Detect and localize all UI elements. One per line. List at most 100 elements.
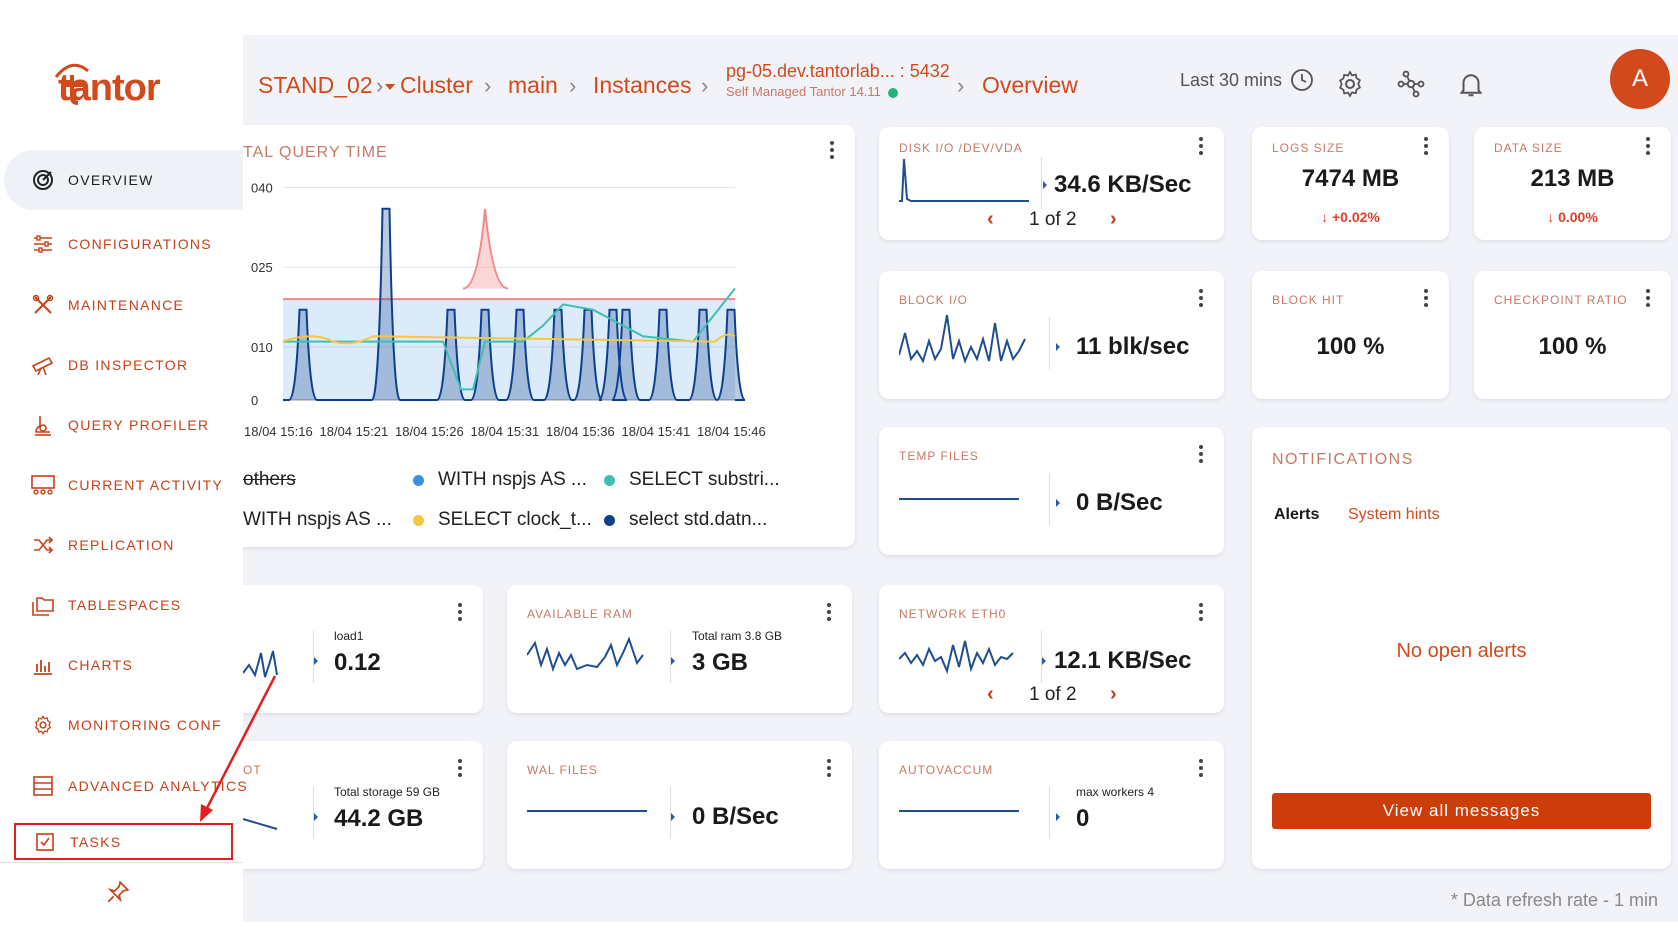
temp-files-sparkline [899,498,1019,500]
sidebar-item-advanced-analytics[interactable]: ADVANCED ANALYTICS [0,758,247,814]
more-options-icon[interactable] [1645,137,1651,157]
more-options-icon[interactable] [457,759,463,779]
sidebar-item-configurations[interactable]: CONFIGURATIONS [0,216,243,272]
clock-icon [1291,69,1313,91]
more-options-icon[interactable] [826,759,832,779]
notifications-panel: NOTIFICATIONS Alerts System hints No ope… [1252,427,1671,869]
sidebar-item-label: TASKS [70,833,122,850]
sidebar-item-tablespaces[interactable]: TABLESPACES [0,577,243,633]
arrow-marker-icon [1043,181,1047,189]
legend-item[interactable]: WITH nspjs AS ... [413,469,587,491]
data-size-card: DATA SIZE 213 MB ↓ 0.00% [1474,127,1671,240]
breadcrumb-overview[interactable]: Overview [982,72,1078,98]
sidebar-item-label: MONITORING CONF [68,717,222,733]
sidebar-item-query-profiler[interactable]: QUERY PROFILER [0,397,243,453]
sidebar-item-label: CHARTS [68,657,134,673]
series-area [463,208,508,289]
breadcrumb-main[interactable]: main [508,72,558,98]
sidebar-item-charts[interactable]: CHARTS [0,637,243,693]
storage-card: OT Total storage 59 GB 44.2 GB [223,741,483,869]
more-options-icon[interactable] [1198,137,1204,157]
next-page-icon[interactable]: › [1110,208,1117,230]
x-tick-label: 18/04 15:41 [622,424,691,439]
breadcrumb-cluster[interactable]: Cluster [400,72,473,98]
more-options-icon[interactable] [1198,603,1204,623]
disk-io-sparkline [899,158,1029,202]
sidebar-item-maintenance[interactable]: MAINTENANCE [0,277,243,333]
stand-label: STAND_02 [258,72,373,98]
arrow-marker-icon [314,813,318,821]
settings-gear-icon[interactable] [1335,69,1365,99]
more-options-icon[interactable] [1423,289,1429,309]
pin-icon[interactable] [105,879,131,905]
breadcrumb-stand[interactable]: STAND_02 [258,72,396,99]
load-card: load1 0.12 [223,585,483,713]
sidebar-item-replication[interactable]: REPLICATION [0,517,243,573]
more-options-icon[interactable] [1645,289,1651,309]
sidebar-item-db-inspector[interactable]: DB INSPECTOR [0,337,243,393]
x-tick-label: 18/04 15:16 [244,424,313,439]
activity-icon [30,472,56,498]
profiler-icon [30,412,56,438]
more-options-icon[interactable] [1198,445,1204,465]
more-options-icon[interactable] [829,141,835,161]
arrow-marker-icon [1056,499,1060,507]
sidebar-item-current-activity[interactable]: CURRENT ACTIVITY [0,457,243,513]
legend-item[interactable]: others [243,469,296,491]
sidebar-item-label: DB INSPECTOR [68,357,189,373]
next-page-icon[interactable]: › [1110,683,1117,705]
more-options-icon[interactable] [1198,289,1204,309]
sidebar-item-label: CONFIGURATIONS [68,236,212,252]
time-range-label: Last 30 mins [1180,69,1283,90]
breadcrumb-instances[interactable]: Instances [593,72,692,98]
sidebar-item-monitoring-conf[interactable]: MONITORING CONF [0,697,243,753]
breadcrumb-host[interactable]: pg-05.dev.tantorlab... : 5432 Self Manag… [726,61,950,99]
avatar[interactable]: A [1610,49,1670,109]
y-tick-label: 010 [251,340,273,355]
arrow-marker-icon [671,813,675,821]
sidebar-item-tasks[interactable]: TASKS [14,823,233,860]
network-sparkline [899,640,1014,675]
sidebar-item-overview[interactable]: OVERVIEW [4,150,243,210]
more-options-icon[interactable] [457,603,463,623]
legend-dot [413,514,424,526]
view-all-messages-button[interactable]: View all messages [1272,793,1651,829]
legend-item[interactable]: WITH nspjs AS ... [243,509,392,531]
tab-alerts[interactable]: Alerts [1274,506,1320,523]
legend-label: SELECT clock_t... [438,509,592,530]
more-options-icon[interactable] [826,603,832,623]
sidebar-item-label: ADVANCED ANALYTICS [68,778,249,794]
legend-label: SELECT substri... [629,469,780,490]
legend-item[interactable]: select std.datn... [604,509,767,531]
host-subtitle: Self Managed Tantor 14.11 [726,84,881,99]
tantor-logo[interactable]: tantor [52,55,178,112]
y-tick-label: 040 [251,181,273,196]
ram-value: 3 GB [692,649,749,676]
more-options-icon[interactable] [1423,137,1429,157]
query-time-chart: 040 025 010 0 18/04 15:16 18/04 15:21 18/04 15… [244,181,766,439]
legend-dot [604,474,615,486]
x-tick-label: 18/04 15:36 [546,424,615,439]
sidebar-item-label: MAINTENANCE [68,297,185,313]
avatar-letter: A [1631,65,1648,92]
tab-system-hints[interactable]: System hints [1348,506,1440,523]
autovacuum-title: AUTOVACCUM [899,763,994,777]
dashboard-area: TAL QUERY TIME 040 025 010 0 18/04 15:16 18/0… [223,125,1678,922]
overview-gauge-icon [30,167,56,193]
prev-page-icon[interactable]: ‹ [987,208,994,230]
series-line [283,207,746,402]
series-line [462,208,509,290]
ram-sparkline [527,636,644,673]
network-title: NETWORK ETH0 [899,607,1007,621]
arrow-marker-icon [1056,343,1060,351]
tantor-logo-icon [54,63,89,105]
legend-item[interactable]: SELECT clock_t... [413,509,592,531]
logs-size-card: LOGS SIZE 7474 MB ↓ +0.02% [1252,127,1449,240]
more-options-icon[interactable] [1198,759,1204,779]
prev-page-icon[interactable]: ‹ [987,683,994,705]
bell-icon[interactable] [1456,69,1486,99]
sliders-icon [30,231,56,257]
network-topology-icon[interactable] [1396,69,1426,99]
legend-item[interactable]: SELECT substri... [604,469,780,491]
time-range-selector[interactable]: Last 30 mins [1180,68,1314,92]
